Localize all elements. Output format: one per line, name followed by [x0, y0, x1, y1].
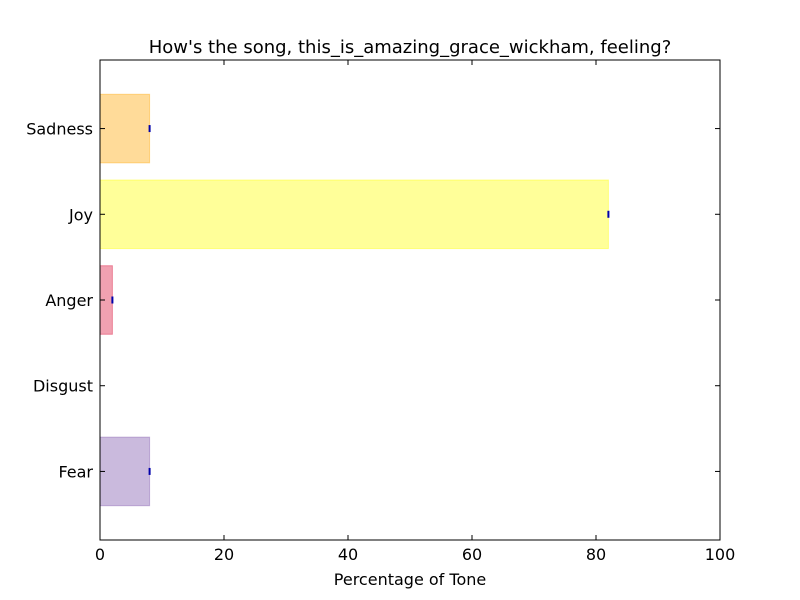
x-tick-label-100: 100: [705, 545, 736, 564]
plot-frame: [99, 59, 721, 541]
bar-fear: [99, 436, 151, 507]
bars-group: [99, 93, 610, 507]
bar-joy: [99, 179, 609, 250]
x-tick-label-80: 80: [586, 545, 606, 564]
bar-sadness: [99, 93, 151, 164]
y-tick-label-anger: Anger: [45, 291, 93, 310]
y-tick-label-sadness: Sadness: [26, 120, 93, 139]
y-tick-label-joy: Joy: [68, 205, 93, 224]
y-tick-label-fear: Fear: [58, 462, 93, 481]
x-tick-label-0: 0: [95, 545, 105, 564]
x-axis-label: Percentage of Tone: [334, 570, 486, 589]
y-tick-label-disgust: Disgust: [33, 377, 93, 396]
chart-title: How's the song, this_is_amazing_grace_wi…: [149, 37, 672, 58]
x-tick-label-20: 20: [214, 545, 234, 564]
x-tick-label-40: 40: [338, 545, 358, 564]
ticks-group: Fear Disgust Anger Joy Sadness 0 20 40 60 80 100: [26, 60, 735, 564]
x-tick-label-60: 60: [462, 545, 482, 564]
